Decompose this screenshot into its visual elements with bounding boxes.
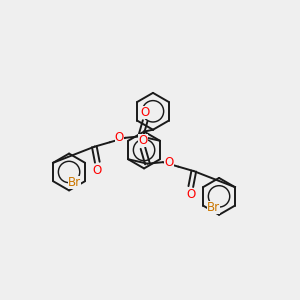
- Text: Br: Br: [68, 176, 82, 189]
- Text: O: O: [138, 134, 148, 147]
- Text: O: O: [164, 156, 174, 169]
- Text: O: O: [186, 188, 195, 201]
- Text: O: O: [93, 164, 102, 177]
- Text: O: O: [115, 131, 124, 144]
- Text: O: O: [140, 106, 150, 119]
- Text: Br: Br: [207, 201, 220, 214]
